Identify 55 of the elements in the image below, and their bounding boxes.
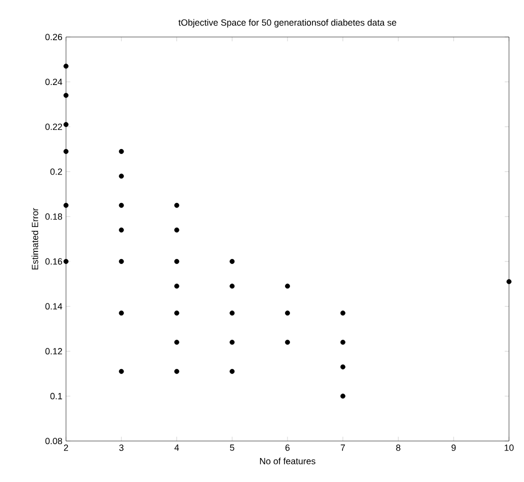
point [340, 364, 346, 370]
point [230, 310, 235, 316]
chart-title: tObjective Space for 50 generationsof diabetes data se [178, 19, 396, 28]
point [64, 64, 68, 69]
y-tick-label: 0.26 [45, 34, 62, 40]
x-tick-label: 3 [119, 444, 124, 451]
point [174, 368, 180, 374]
y-tick-label: 0.12 [45, 348, 62, 354]
x-tick-label: 4 [174, 444, 179, 451]
point [230, 258, 235, 264]
point [230, 340, 235, 345]
x-tick-label: 5 [230, 444, 234, 451]
point [118, 368, 124, 374]
point [64, 148, 68, 154]
point [506, 279, 512, 284]
x-tick-label: 10 [504, 444, 514, 451]
point [340, 310, 346, 316]
point [230, 368, 235, 374]
point [174, 228, 180, 233]
y-tick-label: 0.08 [45, 438, 62, 444]
x-tick-label: 7 [340, 444, 345, 451]
point [118, 174, 124, 179]
x-tick-label: 8 [396, 444, 400, 451]
point [285, 310, 290, 316]
y-axis-title: Estimated Error [32, 208, 38, 270]
point [118, 258, 124, 264]
point [64, 202, 68, 208]
x-tick-label: 9 [452, 444, 456, 451]
y-tick-label: 0.16 [45, 258, 62, 265]
point [174, 310, 180, 316]
point [174, 202, 180, 208]
x-axis-title: No of features [260, 458, 316, 464]
point [64, 122, 68, 128]
y-tick-label: 0.14 [45, 303, 62, 310]
point [340, 394, 346, 399]
point [174, 340, 180, 345]
y-tick-label: 0.2 [50, 168, 62, 175]
x-tick-label: 2 [64, 444, 68, 451]
point [340, 340, 346, 345]
point [64, 258, 68, 264]
point [118, 228, 124, 233]
point [230, 284, 235, 289]
y-tick-label: 0.18 [45, 213, 62, 220]
x-tick-label: 6 [285, 444, 290, 451]
point [285, 284, 290, 289]
y-tick-label: 0.1 [50, 392, 62, 400]
point [174, 258, 180, 264]
point [118, 148, 124, 154]
point [64, 92, 68, 98]
y-tick-label: 0.22 [45, 124, 62, 130]
y-tick-label: 0.24 [45, 78, 62, 86]
point [118, 310, 124, 316]
point [285, 340, 290, 345]
point [118, 202, 124, 208]
point [174, 284, 180, 289]
